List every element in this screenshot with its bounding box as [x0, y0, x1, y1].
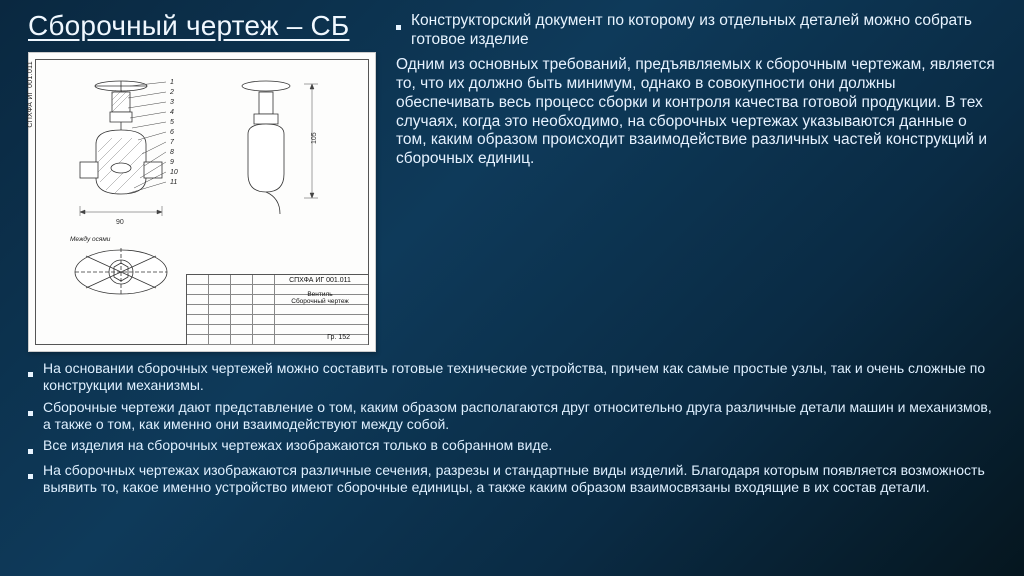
- lead-bullet: Конструкторский документ по которому из …: [396, 12, 998, 50]
- svg-text:1: 1: [170, 79, 174, 86]
- bullet-text: На основании сборочных чертежей можно со…: [43, 360, 998, 395]
- svg-text:8: 8: [170, 149, 174, 156]
- right-column: Конструкторский документ по которому из …: [396, 10, 998, 169]
- svg-text:3: 3: [170, 99, 174, 106]
- svg-text:6: 6: [170, 129, 174, 136]
- titleblock-code: СПХФА ИГ 001.011: [274, 277, 366, 284]
- left-column: Сборочный чертеж – СБ СПХФА ИГ 001.011 М…: [28, 10, 378, 352]
- svg-text:9: 9: [170, 159, 174, 166]
- slide: Сборочный чертеж – СБ СПХФА ИГ 001.011 М…: [0, 0, 1024, 576]
- slide-title: Сборочный чертеж – СБ: [28, 10, 378, 42]
- drawing-code-side: СПХФА ИГ 001.011: [27, 61, 34, 128]
- assembly-drawing-card: СПХФА ИГ 001.011 Между осями: [28, 52, 376, 352]
- lead-bullet-text: Конструкторский документ по которому из …: [411, 12, 998, 50]
- drawing-titleblock: СПХФА ИГ 001.011 Вентиль Сборочный черте…: [186, 274, 368, 344]
- bullet-text: Сборочные чертежи дают представление о т…: [43, 399, 998, 434]
- bullet-icon: [396, 12, 401, 50]
- dim-height: 105: [311, 132, 318, 144]
- titleblock-name-1: Вентиль: [307, 291, 332, 298]
- svg-text:2: 2: [169, 89, 174, 96]
- bottom-bullets: На основании сборочных чертежей можно со…: [28, 360, 998, 497]
- svg-text:7: 7: [170, 139, 175, 146]
- svg-text:4: 4: [170, 109, 174, 116]
- list-item: Сборочные чертежи дают представление о т…: [28, 399, 998, 434]
- titleblock-name-2: Сборочный чертеж: [291, 298, 348, 305]
- svg-text:5: 5: [170, 119, 174, 126]
- dim-width: 90: [116, 219, 124, 226]
- bullet-icon: [28, 399, 33, 434]
- svg-text:11: 11: [170, 179, 177, 186]
- valve-top-view: [66, 242, 196, 302]
- list-item: На сборочных чертежах изображаются разли…: [28, 462, 998, 497]
- top-row: Сборочный чертеж – СБ СПХФА ИГ 001.011 М…: [28, 10, 998, 352]
- body-paragraph: Одним из основных требований, предъявляе…: [396, 56, 998, 169]
- valve-section-view: 1 2 3 4 5 6 7 8 9 10 11 90: [66, 74, 206, 234]
- list-item: На основании сборочных чертежей можно со…: [28, 360, 998, 395]
- bullet-text: На сборочных чертежах изображаются разли…: [43, 462, 998, 497]
- bullet-icon: [28, 462, 33, 497]
- drawing-frame: Между осями: [35, 59, 369, 345]
- svg-text:10: 10: [170, 169, 178, 176]
- list-item: Все изделия на сборочных чертежах изобра…: [28, 437, 998, 457]
- bullet-icon: [28, 437, 33, 457]
- bullet-text: Все изделия на сборочных чертежах изобра…: [43, 437, 552, 457]
- bullet-icon: [28, 360, 33, 395]
- titleblock-name: Вентиль Сборочный чертеж: [274, 291, 366, 305]
- valve-side-view: 105: [226, 74, 336, 234]
- titleblock-group: Гр. 152: [327, 334, 350, 341]
